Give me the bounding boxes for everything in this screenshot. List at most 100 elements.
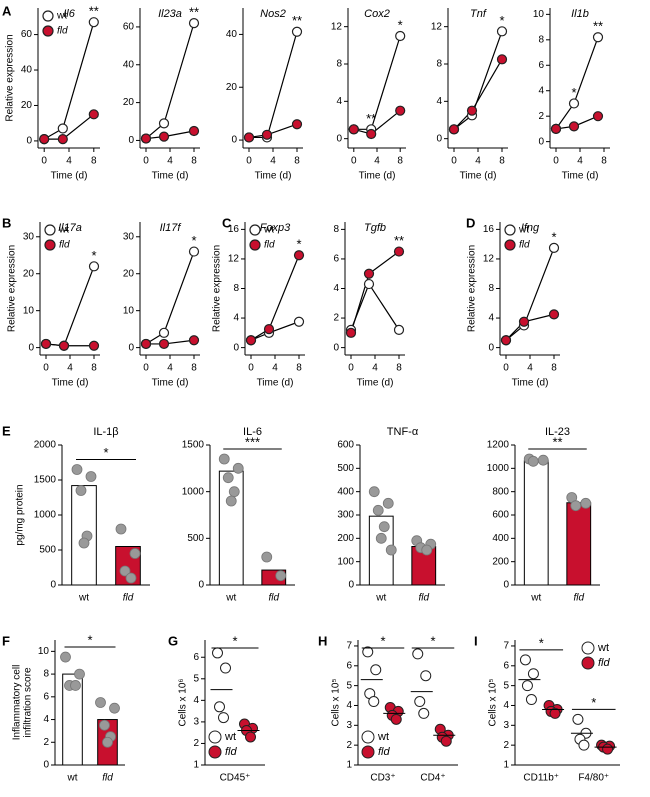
y-tick-label: 1 [193, 760, 199, 771]
data-point [385, 544, 397, 556]
data-point [125, 572, 137, 584]
significance: ** [394, 233, 404, 248]
y-tick-label: 3 [346, 720, 352, 731]
x-tick-label: 8 [191, 363, 197, 374]
data-point [496, 26, 508, 37]
data-point [378, 521, 390, 533]
data-point [592, 32, 604, 43]
series-line [45, 343, 94, 347]
x-axis-label: Time (d) [562, 171, 599, 182]
legend-marker [504, 239, 516, 251]
data-point [228, 486, 240, 498]
data-point [382, 497, 394, 509]
data-point [466, 105, 478, 116]
y-tick-label: 16 [483, 224, 495, 235]
panel-label: B [2, 215, 11, 230]
x-tick-label: 8 [91, 156, 97, 167]
panel-label: D [466, 215, 475, 230]
significance: ** [593, 19, 603, 34]
data-point [158, 118, 170, 129]
significance: ** [366, 111, 376, 126]
panel-label: E [2, 423, 11, 438]
data-point [212, 647, 223, 659]
y-tick-label: 1500 [182, 440, 205, 451]
legend-marker [44, 239, 56, 251]
y-axis-label: Cells x 10⁵ [331, 678, 342, 726]
chart-title: Il17a [58, 222, 82, 234]
series-line [555, 37, 599, 130]
y-tick-label: 4 [346, 700, 352, 711]
legend-marker [504, 224, 516, 236]
x-tick-label: fld [102, 773, 113, 784]
y-axis-label: Relative expression [212, 245, 223, 332]
data-point [188, 125, 200, 137]
y-tick-label: 4 [233, 313, 239, 324]
data-point [102, 736, 113, 748]
x-tick-label: 4 [167, 363, 173, 374]
legend-marker [581, 641, 595, 655]
x-tick-label: 8 [396, 363, 402, 374]
legend-marker [208, 730, 222, 744]
y-tick-label: 0 [333, 342, 339, 353]
y-tick-label: 4 [436, 96, 442, 107]
y-tick-label: 1000 [487, 463, 510, 474]
panel-label: G [168, 633, 178, 648]
data-point [88, 261, 100, 272]
data-point [519, 654, 531, 666]
x-axis-label: Time (d) [460, 171, 497, 182]
data-point [109, 702, 120, 714]
y-tick-label: 6 [193, 652, 199, 663]
data-point [518, 316, 530, 327]
y-tick-label: 200 [492, 556, 509, 567]
chart-title: Nos2 [260, 8, 286, 20]
x-tick-label: 8 [499, 156, 505, 167]
x-tick-label: 0 [351, 156, 357, 167]
significance: * [571, 85, 576, 100]
x-axis-label: Time (d) [51, 171, 88, 182]
y-tick-label: 8 [488, 283, 494, 294]
x-tick-label: fld [418, 593, 429, 604]
legend-marker [249, 224, 261, 236]
data-point [440, 735, 452, 747]
data-point [362, 646, 374, 658]
x-axis-label: Time (d) [257, 378, 294, 389]
series-line [353, 110, 401, 135]
data-point [222, 472, 234, 484]
legend-label: fld [57, 26, 68, 37]
data-point [412, 648, 424, 660]
y-tick-label: 4 [43, 714, 49, 725]
y-tick-label: 500 [187, 533, 204, 544]
data-point [572, 713, 584, 725]
y-tick-label: 2 [193, 738, 199, 749]
data-point [421, 544, 433, 556]
chart-title: Cox2 [364, 8, 390, 20]
y-tick-label: 0 [28, 342, 34, 353]
y-tick-label: 1000 [182, 486, 205, 497]
x-axis-label: Time (d) [359, 171, 396, 182]
significance: * [398, 17, 403, 32]
x-axis-label: Time (d) [152, 378, 189, 389]
x-tick-label: 0 [41, 156, 47, 167]
y-axis-label: Relative expression [5, 34, 16, 121]
chart-title: Ifng [521, 222, 540, 234]
x-tick-label: 4 [66, 156, 72, 167]
chart-title: Tnf [470, 8, 487, 20]
data-point [129, 548, 141, 559]
y-tick-label: 2 [43, 737, 49, 748]
data-point [85, 471, 97, 482]
y-tick-label: 4 [336, 96, 342, 107]
y-tick-label: 12 [228, 254, 240, 265]
data-point [261, 551, 273, 563]
x-tick-label: 4 [527, 363, 533, 374]
x-tick-label: 8 [91, 363, 97, 374]
chart-title: Il17f [160, 222, 182, 234]
chart-title: Il1b [571, 8, 589, 20]
y-tick-label: 0 [348, 580, 354, 591]
series-line [45, 266, 95, 347]
x-tick-label: 0 [246, 156, 252, 167]
x-tick-label: 4 [272, 363, 278, 374]
data-point [78, 537, 90, 549]
x-tick-label: 4 [475, 156, 481, 167]
data-point [395, 30, 406, 42]
